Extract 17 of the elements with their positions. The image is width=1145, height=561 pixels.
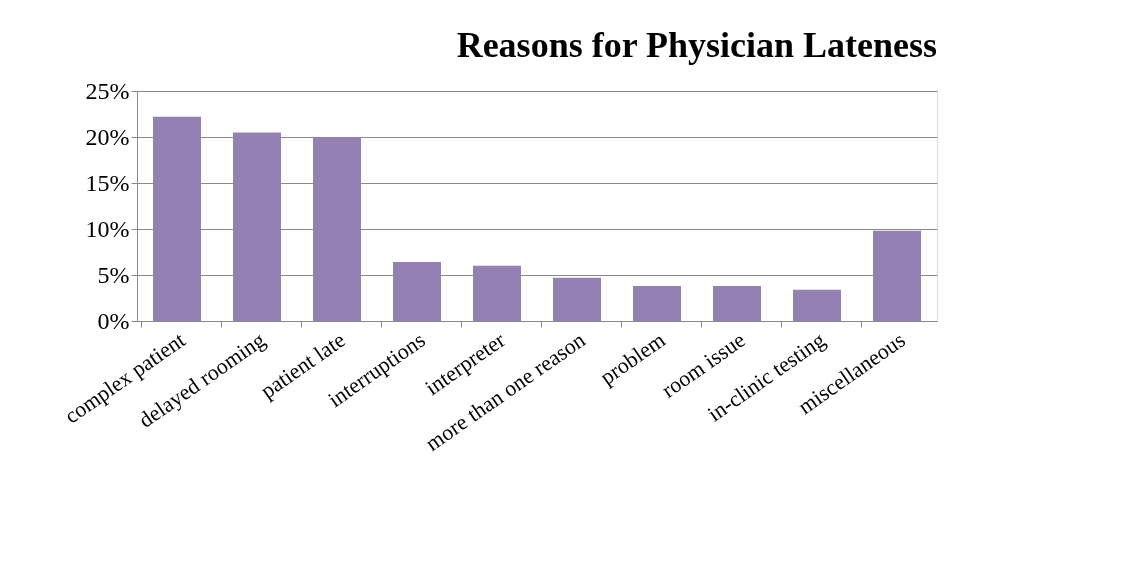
- bar: [633, 286, 681, 321]
- y-tick-label: 10%: [85, 215, 130, 242]
- bar: [233, 132, 281, 321]
- y-tick-label: 5%: [97, 261, 130, 288]
- bar: [713, 286, 761, 321]
- bar: [153, 116, 201, 321]
- bar: [793, 289, 841, 321]
- y-tick-label: 25%: [85, 77, 130, 104]
- y-tick-label: 0%: [97, 307, 130, 334]
- y-tick-label: 20%: [85, 123, 130, 150]
- chart-title: Reasons for Physician Lateness: [456, 25, 937, 65]
- bar: [313, 137, 361, 321]
- bar: [553, 277, 601, 321]
- bar: [473, 265, 521, 321]
- bar: [873, 230, 921, 321]
- y-tick-label: 15%: [85, 169, 130, 196]
- bar: [393, 262, 441, 321]
